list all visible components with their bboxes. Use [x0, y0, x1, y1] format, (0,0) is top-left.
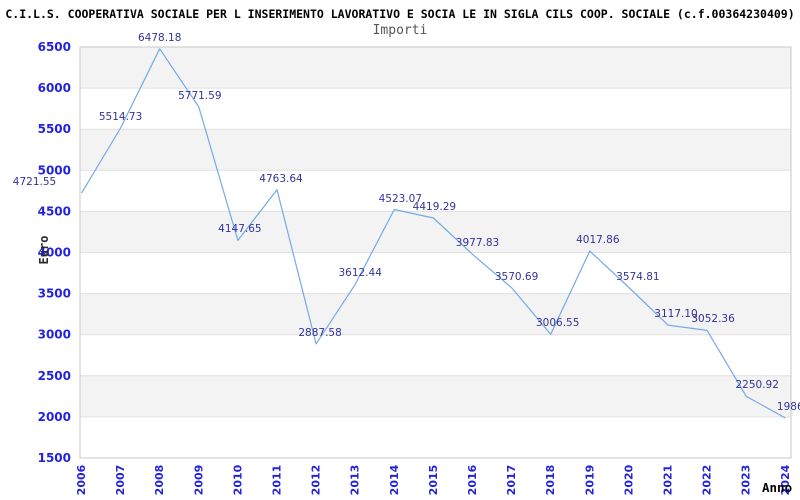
plot-band — [80, 293, 791, 335]
y-tick-label: 6000 — [38, 81, 71, 95]
plot-band — [80, 375, 791, 417]
plot-band — [80, 88, 791, 130]
point-label: 5514.73 — [98, 111, 143, 123]
point-label: 4419.29 — [412, 201, 457, 213]
x-tick-label: 2013 — [349, 465, 362, 496]
y-tick-label: 5000 — [38, 163, 71, 177]
plot-band — [80, 47, 791, 89]
point-label: 2887.58 — [298, 326, 342, 339]
x-tick-label: 2006 — [75, 464, 88, 495]
x-tick-label: 2018 — [544, 465, 557, 496]
y-tick-label: 5500 — [38, 122, 71, 136]
point-label: 3052.36 — [691, 313, 735, 326]
y-tick-label: 6500 — [38, 40, 71, 54]
point-label: 5771.59 — [178, 89, 222, 102]
plot-band — [80, 252, 791, 294]
point-label: 4523.07 — [378, 192, 422, 205]
plot-border — [79, 46, 792, 459]
x-tick-label: 2008 — [153, 465, 166, 496]
point-label: 3006.55 — [535, 317, 580, 330]
plot-band — [80, 334, 791, 376]
plot-band — [80, 129, 791, 171]
point-label: 3574.81 — [616, 270, 660, 283]
x-tick-label: 2019 — [583, 465, 596, 496]
x-tick-label: 2012 — [310, 465, 323, 496]
x-tick-label: 2015 — [427, 465, 440, 496]
point-label: 3977.83 — [455, 237, 500, 250]
y-tick-label: 4500 — [38, 204, 71, 218]
y-tick-label: 2500 — [38, 369, 71, 383]
point-label: 4147.65 — [218, 223, 262, 236]
x-axis-title: Anno — [762, 480, 792, 495]
x-tick-label: 2017 — [505, 465, 518, 496]
point-label: 4763.64 — [259, 172, 303, 185]
x-tick-label: 2023 — [740, 465, 753, 496]
y-tick-label: 3000 — [38, 328, 71, 342]
data-line — [80, 48, 786, 419]
plot-band — [80, 170, 791, 212]
point-label: 4721.55 — [12, 176, 57, 189]
point-label: 2250.92 — [735, 379, 779, 392]
chart-subtitle: Importi — [372, 23, 428, 38]
x-tick-label: 2010 — [231, 464, 244, 495]
point-label: 3570.69 — [494, 270, 539, 283]
y-axis-title: Euro — [37, 236, 51, 265]
y-tick-label: 1500 — [38, 451, 71, 465]
x-tick-label: 2009 — [192, 465, 205, 496]
point-label: 3117.10 — [654, 308, 698, 321]
plot-band — [80, 416, 791, 458]
point-label: 3612.44 — [338, 267, 382, 280]
x-tick-label: 2014 — [388, 464, 401, 495]
x-tick-label: 2016 — [466, 464, 479, 495]
point-label: 6478.18 — [137, 31, 182, 44]
y-tick-label: 2000 — [38, 410, 71, 424]
x-tick-label: 2022 — [701, 465, 714, 496]
x-tick-label: 2007 — [114, 465, 127, 496]
y-tick-label: 3500 — [38, 287, 71, 301]
plot-band — [80, 211, 791, 253]
y-tick-label: 4000 — [38, 246, 71, 260]
x-tick-label: 2011 — [271, 465, 284, 496]
x-tick-label: 2024 — [779, 464, 792, 495]
x-tick-label: 2020 — [622, 464, 635, 495]
point-label: 4017.86 — [576, 234, 620, 246]
x-tick-label: 2021 — [662, 465, 675, 496]
point-label: 1986.5 — [776, 401, 800, 413]
chart-title: C.I.L.S. COOPERATIVA SOCIALE PER L INSER… — [5, 7, 795, 21]
